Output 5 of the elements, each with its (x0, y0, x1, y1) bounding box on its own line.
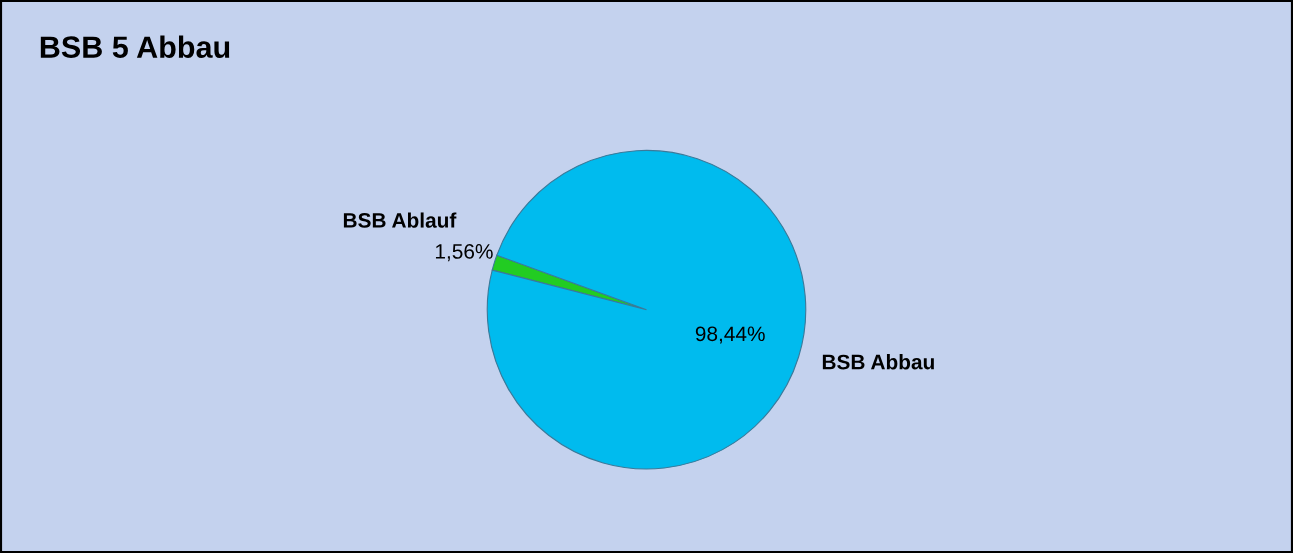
data-label: 98,44% (695, 326, 765, 344)
data-label: 1,56% (435, 244, 493, 262)
slice-label: BSB Ablauf (343, 212, 457, 228)
chart-title: BSB 5 Abbau (40, 35, 230, 58)
slice-label: BSB Abbau (822, 354, 934, 370)
